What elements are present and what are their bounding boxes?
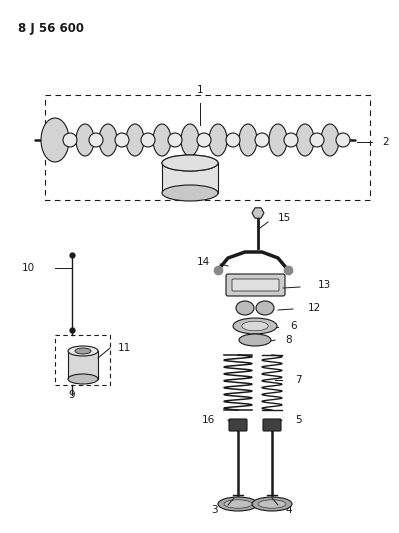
Circle shape bbox=[255, 133, 269, 147]
Ellipse shape bbox=[233, 318, 277, 334]
Circle shape bbox=[63, 133, 77, 147]
Text: 8: 8 bbox=[285, 335, 292, 345]
Ellipse shape bbox=[75, 348, 91, 354]
Ellipse shape bbox=[209, 124, 227, 156]
Ellipse shape bbox=[68, 346, 98, 356]
Ellipse shape bbox=[99, 124, 117, 156]
Ellipse shape bbox=[162, 155, 218, 171]
Circle shape bbox=[226, 133, 240, 147]
Ellipse shape bbox=[269, 124, 287, 156]
Text: 6: 6 bbox=[290, 321, 296, 331]
Text: 9: 9 bbox=[69, 390, 75, 400]
Ellipse shape bbox=[181, 124, 199, 156]
Text: 5: 5 bbox=[295, 415, 302, 425]
Circle shape bbox=[89, 133, 103, 147]
Circle shape bbox=[197, 133, 211, 147]
Text: 11: 11 bbox=[118, 343, 131, 353]
Ellipse shape bbox=[68, 374, 98, 384]
Ellipse shape bbox=[239, 124, 257, 156]
Text: 16: 16 bbox=[202, 415, 215, 425]
Ellipse shape bbox=[296, 124, 314, 156]
Ellipse shape bbox=[76, 124, 94, 156]
Ellipse shape bbox=[252, 497, 292, 511]
FancyBboxPatch shape bbox=[263, 419, 281, 431]
Circle shape bbox=[168, 133, 182, 147]
Circle shape bbox=[336, 133, 350, 147]
Circle shape bbox=[284, 133, 298, 147]
Ellipse shape bbox=[41, 118, 69, 162]
FancyBboxPatch shape bbox=[229, 419, 247, 431]
Ellipse shape bbox=[239, 334, 271, 346]
Text: 8 J 56 600: 8 J 56 600 bbox=[18, 22, 84, 35]
FancyBboxPatch shape bbox=[232, 279, 279, 291]
Text: 15: 15 bbox=[278, 213, 291, 223]
Ellipse shape bbox=[236, 301, 254, 315]
Ellipse shape bbox=[218, 497, 258, 511]
Text: 3: 3 bbox=[211, 505, 218, 515]
Text: 4: 4 bbox=[285, 505, 292, 515]
Ellipse shape bbox=[153, 124, 171, 156]
Circle shape bbox=[141, 133, 155, 147]
Circle shape bbox=[115, 133, 129, 147]
FancyBboxPatch shape bbox=[226, 274, 285, 296]
Text: 7: 7 bbox=[295, 375, 302, 385]
Text: 12: 12 bbox=[308, 303, 321, 313]
Text: 10: 10 bbox=[22, 263, 35, 273]
Ellipse shape bbox=[162, 155, 218, 171]
Ellipse shape bbox=[126, 124, 144, 156]
Text: 1: 1 bbox=[197, 85, 203, 95]
Ellipse shape bbox=[162, 185, 218, 201]
FancyBboxPatch shape bbox=[68, 351, 98, 379]
Ellipse shape bbox=[224, 500, 252, 508]
Text: 13: 13 bbox=[318, 280, 331, 290]
Ellipse shape bbox=[321, 124, 339, 156]
Text: 2: 2 bbox=[382, 137, 389, 147]
Ellipse shape bbox=[242, 321, 268, 331]
Ellipse shape bbox=[256, 301, 274, 315]
Text: 14: 14 bbox=[197, 257, 210, 267]
Circle shape bbox=[310, 133, 324, 147]
Ellipse shape bbox=[258, 500, 286, 508]
FancyBboxPatch shape bbox=[162, 163, 218, 193]
